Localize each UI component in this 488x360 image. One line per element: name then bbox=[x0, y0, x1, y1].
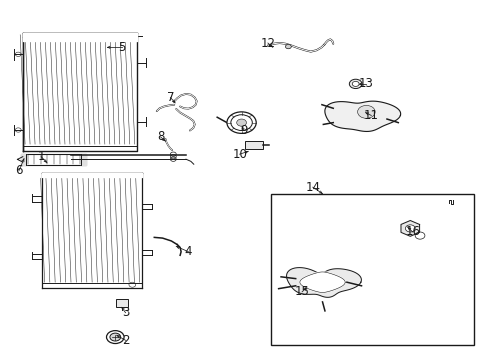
Text: 9: 9 bbox=[239, 124, 247, 137]
Text: 11: 11 bbox=[363, 109, 378, 122]
Text: 16: 16 bbox=[405, 225, 419, 238]
Text: 13: 13 bbox=[358, 77, 373, 90]
Text: 12: 12 bbox=[260, 36, 275, 50]
Circle shape bbox=[285, 44, 291, 49]
Bar bbox=[271, 194, 473, 345]
Text: 15: 15 bbox=[294, 285, 309, 298]
Circle shape bbox=[226, 112, 256, 134]
Polygon shape bbox=[400, 221, 419, 236]
Text: 7: 7 bbox=[166, 91, 174, 104]
Bar bbox=[245, 140, 263, 149]
Text: 6: 6 bbox=[16, 164, 23, 177]
Circle shape bbox=[357, 105, 374, 118]
Polygon shape bbox=[299, 272, 345, 292]
Polygon shape bbox=[286, 267, 361, 297]
Circle shape bbox=[351, 81, 358, 86]
Circle shape bbox=[110, 333, 121, 341]
Text: 8: 8 bbox=[157, 130, 164, 144]
Text: 5: 5 bbox=[118, 41, 125, 54]
Text: 3: 3 bbox=[122, 306, 129, 319]
Circle shape bbox=[236, 119, 246, 126]
Circle shape bbox=[405, 225, 414, 232]
Text: 1: 1 bbox=[38, 150, 45, 163]
Polygon shape bbox=[324, 101, 400, 131]
Bar bbox=[116, 300, 128, 307]
Text: 2: 2 bbox=[122, 334, 129, 347]
Text: 10: 10 bbox=[232, 148, 246, 161]
Circle shape bbox=[348, 79, 361, 89]
Circle shape bbox=[106, 330, 124, 343]
Text: 4: 4 bbox=[184, 245, 192, 258]
Text: 14: 14 bbox=[305, 181, 320, 194]
